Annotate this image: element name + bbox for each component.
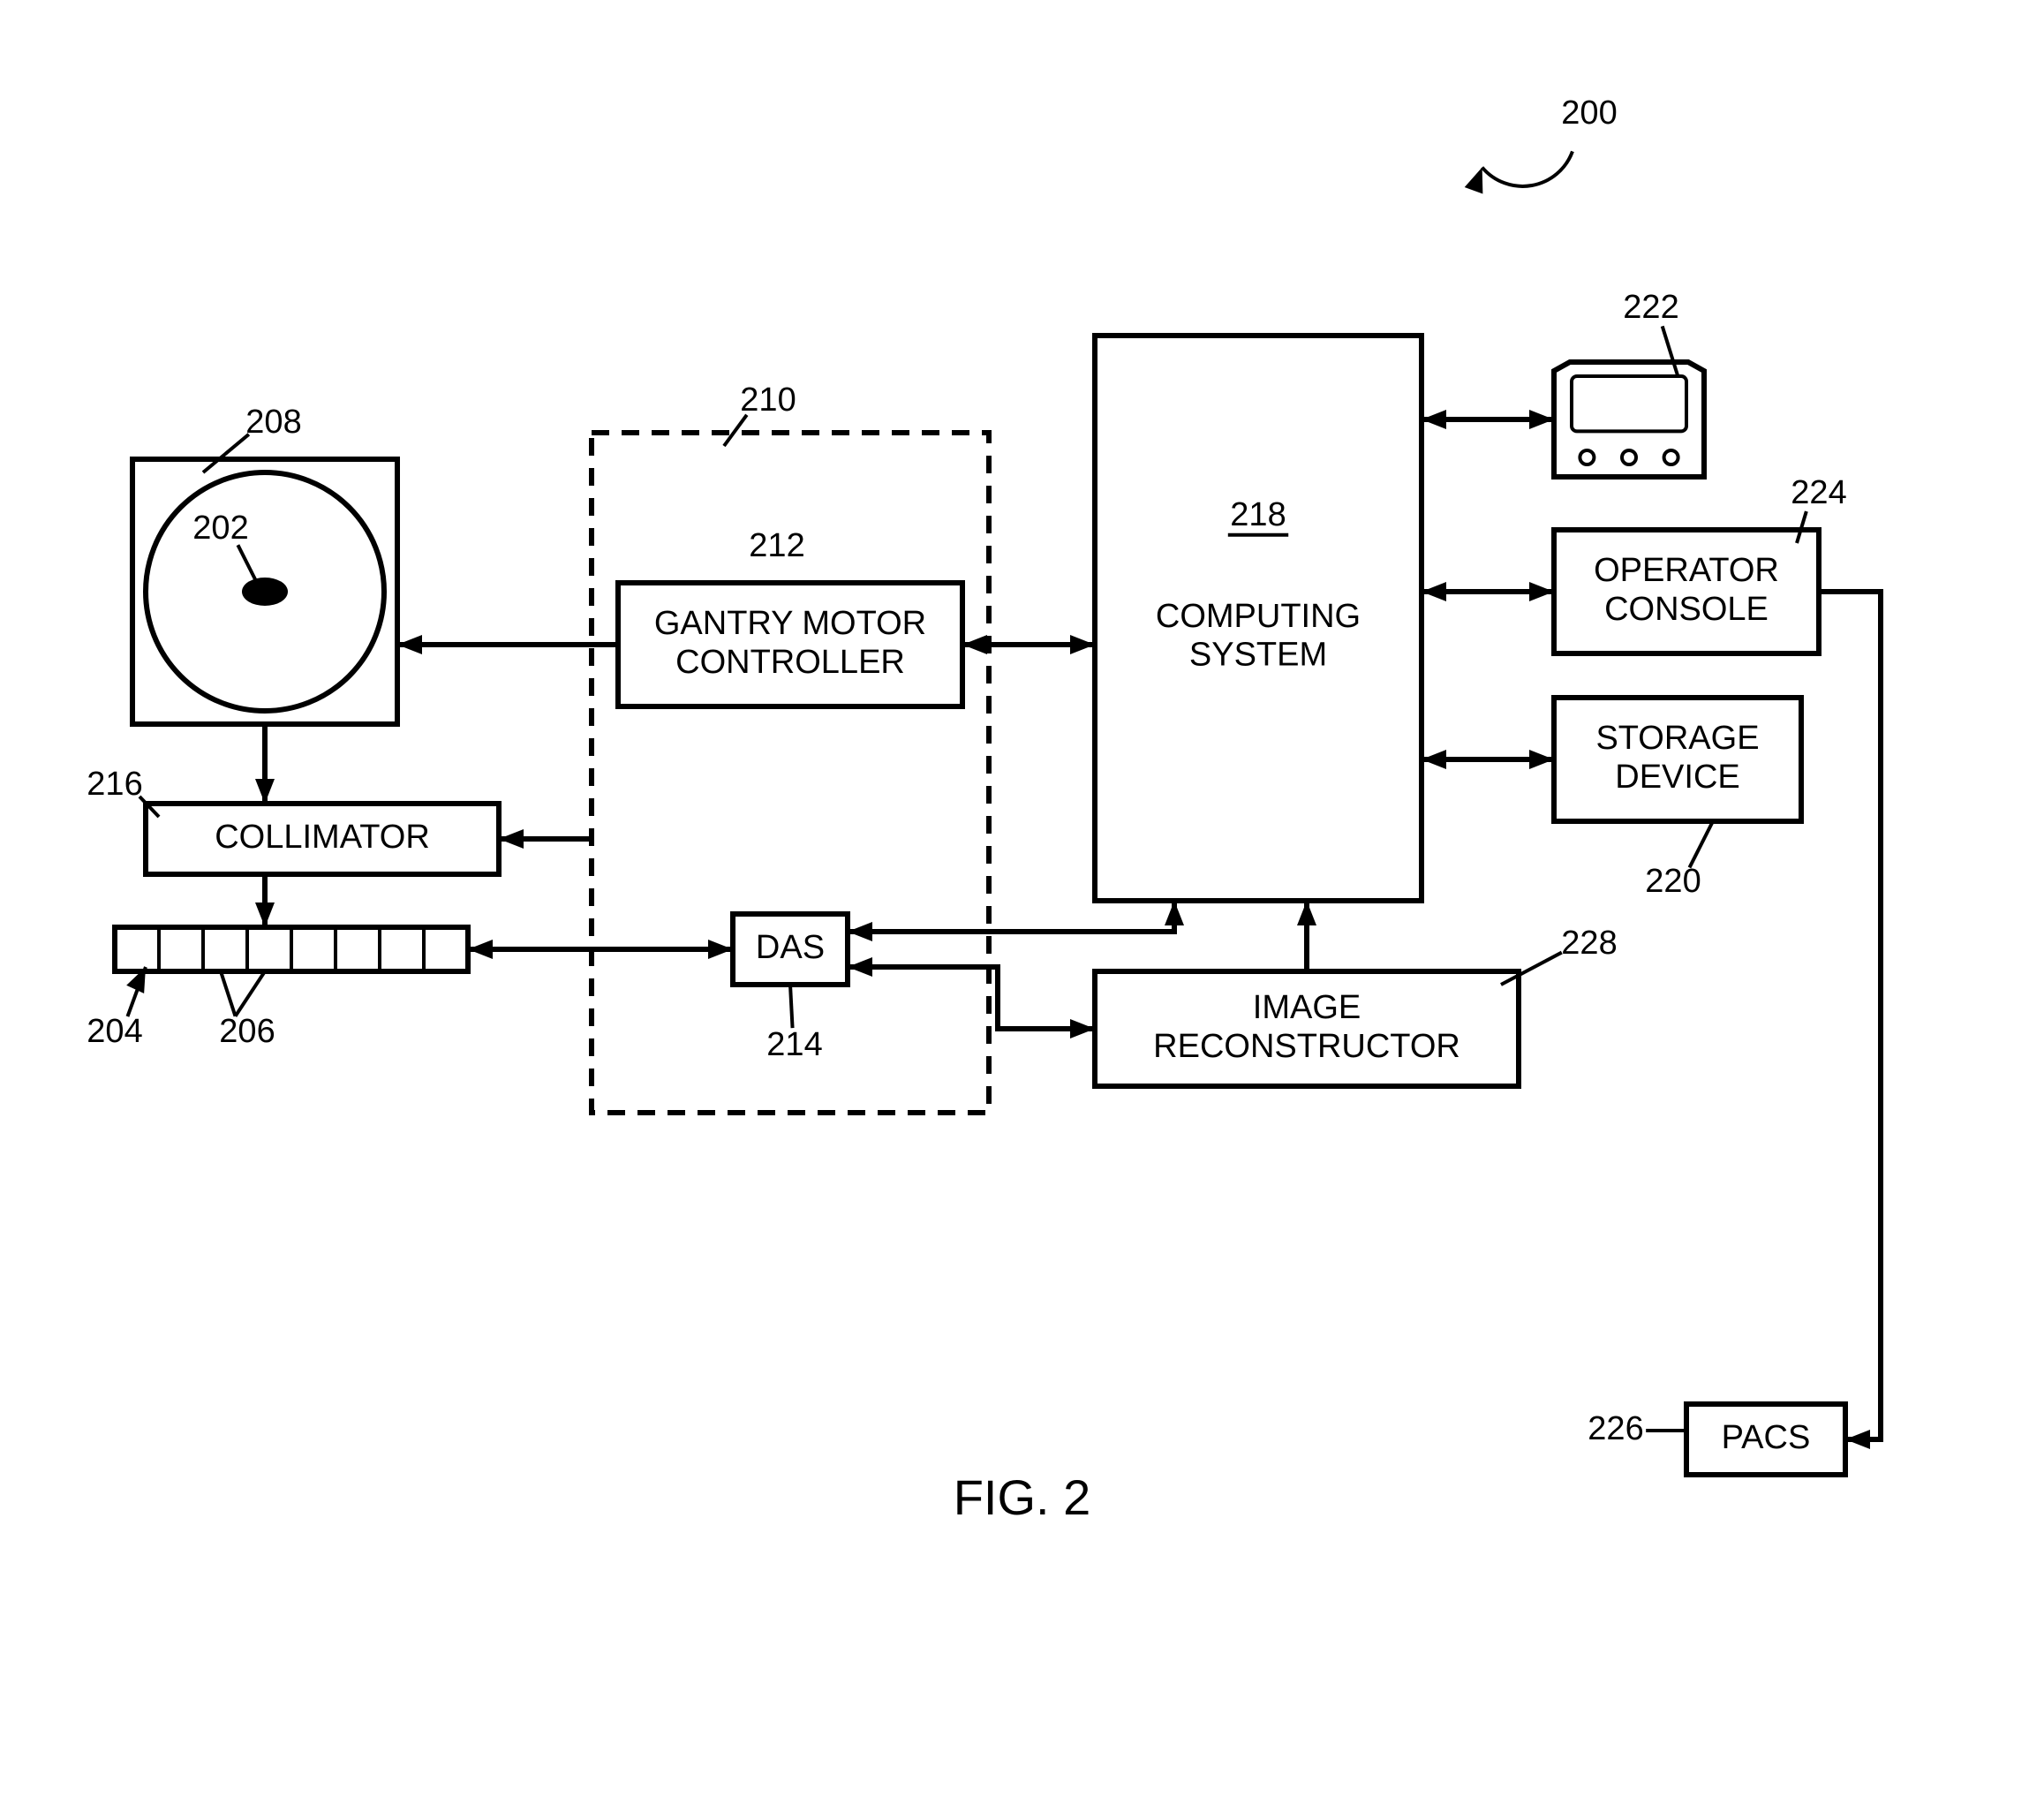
- monitor-icon: [1554, 362, 1704, 477]
- gantry: [132, 459, 397, 724]
- ref-228: 228: [1561, 925, 1617, 962]
- subject-ellipse: [242, 578, 288, 606]
- ref-224: 224: [1791, 474, 1846, 511]
- ref-212: 212: [749, 527, 804, 564]
- ref-226: 226: [1588, 1410, 1643, 1447]
- ref-200: 200: [1561, 94, 1617, 132]
- svg-text:CONSOLE: CONSOLE: [1604, 591, 1769, 628]
- ref-202: 202: [192, 510, 248, 547]
- svg-text:DAS: DAS: [756, 929, 825, 966]
- ref-208: 208: [245, 404, 301, 441]
- svg-text:IMAGE: IMAGE: [1253, 989, 1361, 1026]
- detector-array: [115, 927, 468, 971]
- svg-text:RECONSTRUCTOR: RECONSTRUCTOR: [1153, 1028, 1460, 1065]
- svg-text:SYSTEM: SYSTEM: [1189, 637, 1327, 674]
- svg-text:PACS: PACS: [1722, 1419, 1811, 1456]
- ref-204: 204: [87, 1013, 142, 1050]
- ref-220: 220: [1645, 863, 1701, 900]
- svg-text:DEVICE: DEVICE: [1615, 759, 1739, 796]
- svg-text:GANTRY MOTOR: GANTRY MOTOR: [654, 605, 926, 642]
- ref-216: 216: [87, 766, 142, 803]
- svg-text:CONTROLLER: CONTROLLER: [675, 644, 905, 681]
- svg-text:COMPUTING: COMPUTING: [1156, 598, 1361, 635]
- ref-206: 206: [219, 1013, 275, 1050]
- ref-214: 214: [766, 1026, 822, 1063]
- ref-222: 222: [1623, 289, 1678, 326]
- svg-text:OPERATOR: OPERATOR: [1594, 552, 1779, 589]
- svg-text:STORAGE: STORAGE: [1595, 720, 1759, 757]
- ref-210: 210: [740, 381, 796, 419]
- figure-caption: FIG. 2: [954, 1469, 1091, 1525]
- svg-text:COLLIMATOR: COLLIMATOR: [215, 819, 430, 856]
- ref-218: 218: [1230, 496, 1286, 533]
